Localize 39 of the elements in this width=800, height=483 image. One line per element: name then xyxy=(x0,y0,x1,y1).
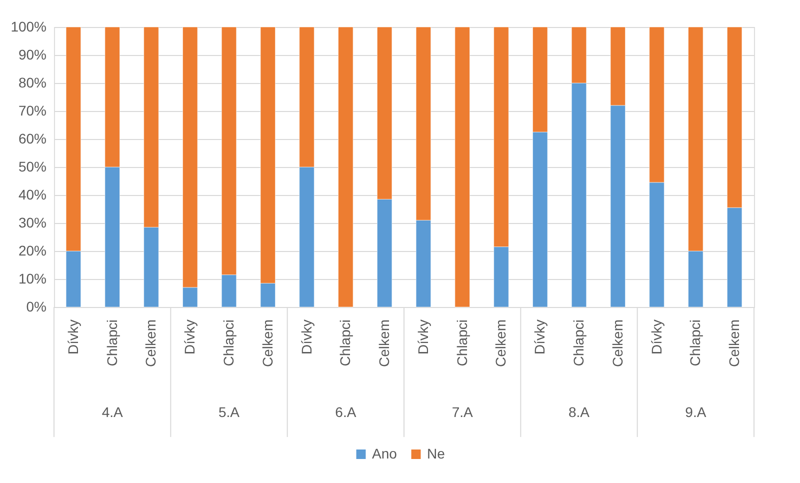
x-tick-label: Dívky xyxy=(532,320,548,354)
x-tick-label: Dívky xyxy=(414,320,431,354)
x-tick-label: Celkem xyxy=(492,320,509,367)
y-tick-label: 20% xyxy=(18,242,46,258)
legend-label: Ne xyxy=(427,445,446,462)
legend-label: Ano xyxy=(372,445,398,462)
y-tick-label: 10% xyxy=(18,270,46,286)
x-tick-label: Chlapci xyxy=(337,320,354,366)
bar xyxy=(454,26,470,308)
x-tick-label: Dívky xyxy=(64,320,81,354)
text: 4.A xyxy=(102,404,124,420)
x-tick-label: Celkem xyxy=(259,320,276,367)
x-tick-label: Chlapci xyxy=(454,320,470,366)
x-tick-label: Chlapci xyxy=(220,320,236,366)
text: 9.A xyxy=(685,404,707,420)
x-tick-label: Chlapci xyxy=(570,320,586,366)
y-tick-label: 50% xyxy=(18,158,46,174)
y-tick-label: 90% xyxy=(18,46,46,62)
x-tick-label: Celkem xyxy=(376,320,392,367)
text: 6.A xyxy=(335,404,357,420)
x-tick-label: Celkem xyxy=(142,320,159,367)
y-tick-label: 40% xyxy=(18,186,46,202)
x-tick-label: Celkem xyxy=(726,320,742,367)
y-tick-label: 0% xyxy=(26,298,46,314)
y-tick-label: 80% xyxy=(18,74,46,90)
x-tick-label: Chlapci xyxy=(104,320,120,366)
y-tick-label: 100% xyxy=(10,18,46,34)
y-tick-label: 30% xyxy=(18,214,46,230)
y-tick-label: 70% xyxy=(18,102,46,118)
text: 7.A xyxy=(452,404,474,420)
y-tick-label: 60% xyxy=(18,130,46,146)
x-tick-label: Celkem xyxy=(609,320,626,367)
x-tick-label: Dívky xyxy=(182,320,198,354)
x-tick-label: Dívky xyxy=(298,320,314,354)
x-tick-label: Dívky xyxy=(648,320,664,354)
text: 5.A xyxy=(218,404,240,420)
bar xyxy=(338,26,354,308)
text: 8.A xyxy=(568,404,590,420)
x-tick-label: Chlapci xyxy=(687,320,704,366)
